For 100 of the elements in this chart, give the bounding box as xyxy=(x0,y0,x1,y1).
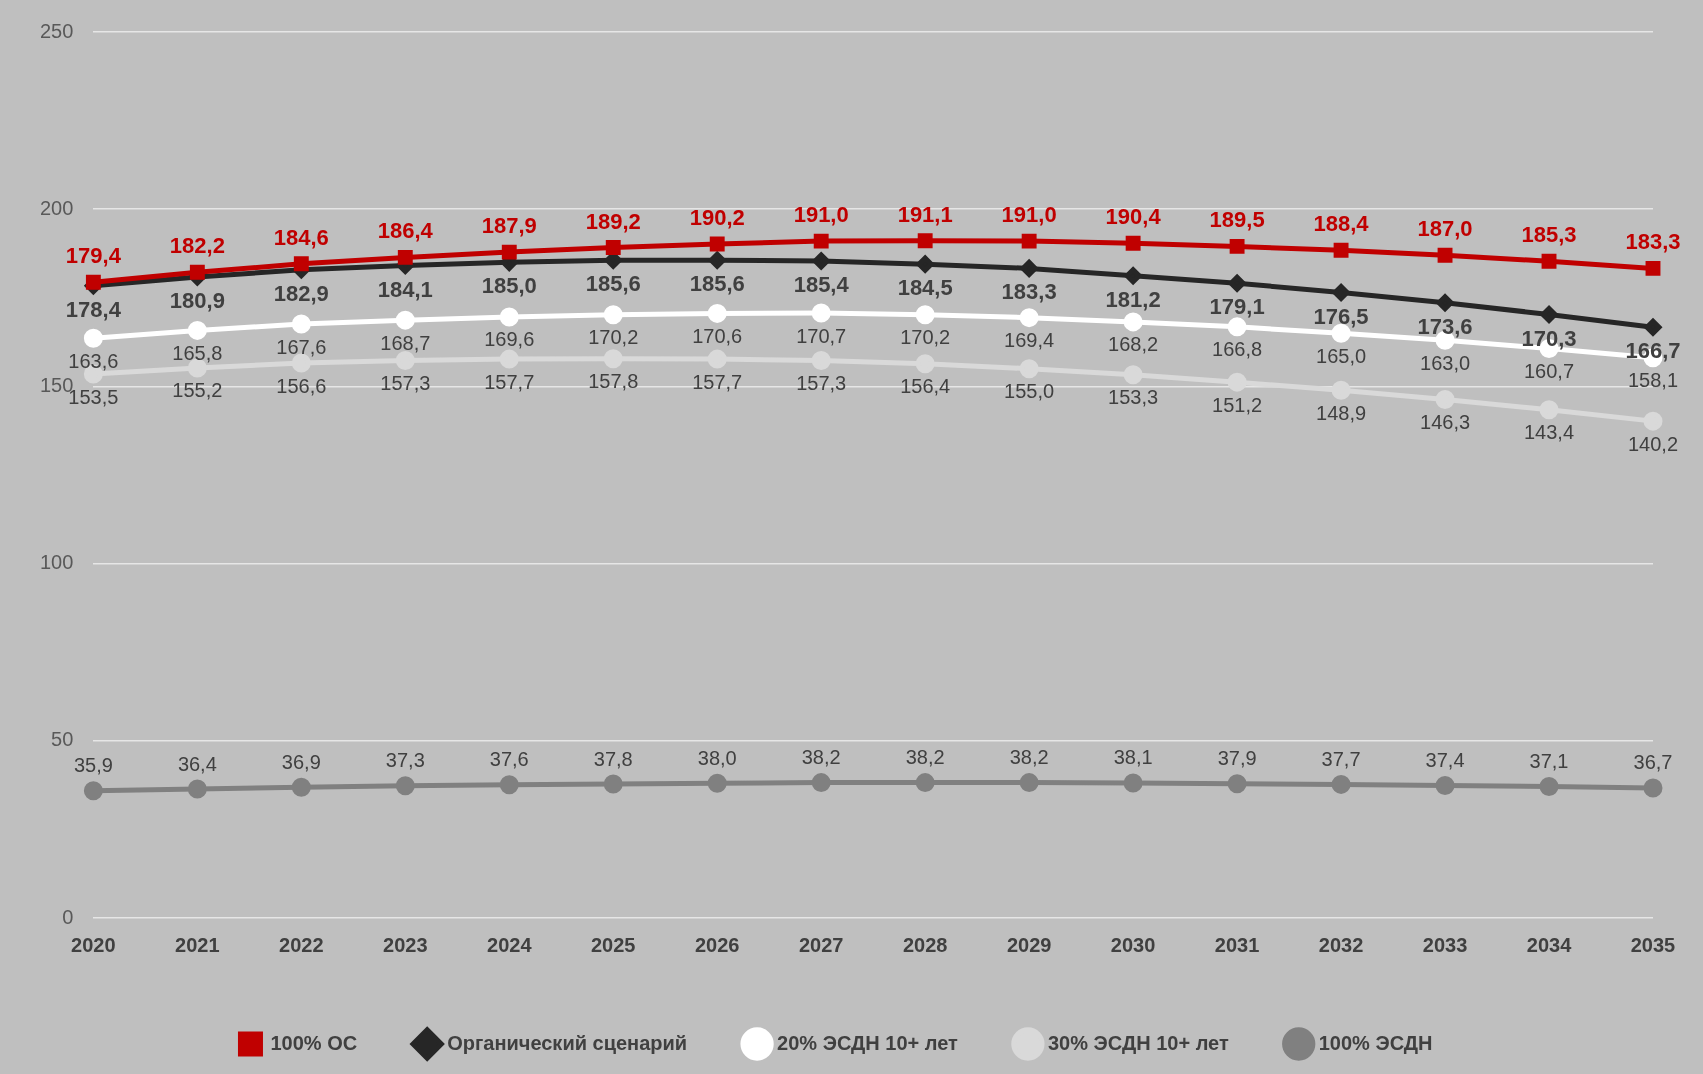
data-label: 187,9 xyxy=(481,213,537,239)
data-label: 166,7 xyxy=(1625,338,1681,364)
data-label: 184,1 xyxy=(377,276,433,302)
x-tick-label: 2026 xyxy=(694,933,740,956)
data-label: 186,4 xyxy=(377,218,434,244)
x-tick-label: 2022 xyxy=(279,933,324,956)
data-label: 182,9 xyxy=(273,280,329,306)
data-label: 176,5 xyxy=(1313,303,1369,329)
data-label: 157,3 xyxy=(380,372,431,395)
data-label: 38,2 xyxy=(1009,746,1049,769)
data-label: 170,2 xyxy=(900,326,951,349)
x-tick-label: 2025 xyxy=(591,933,636,956)
data-label: 156,4 xyxy=(900,375,951,398)
data-label: 185,6 xyxy=(689,271,745,297)
data-label: 170,2 xyxy=(588,326,639,349)
data-label: 38,1 xyxy=(1113,746,1153,769)
data-label: 181,2 xyxy=(1105,286,1161,312)
data-label: 190,2 xyxy=(689,204,745,230)
data-label: 155,2 xyxy=(172,379,223,402)
data-label: 148,9 xyxy=(1316,401,1367,424)
data-label: 185,3 xyxy=(1521,222,1577,248)
data-label: 191,0 xyxy=(1001,202,1057,228)
data-label: 37,3 xyxy=(385,749,425,772)
data-label: 179,1 xyxy=(1209,294,1265,320)
x-tick-label: 2028 xyxy=(902,933,948,956)
data-label: 167,6 xyxy=(276,335,327,358)
data-label: 37,4 xyxy=(1425,748,1465,771)
data-label: 173,6 xyxy=(1417,313,1473,339)
data-label: 157,7 xyxy=(692,370,743,393)
data-label: 165,0 xyxy=(1316,344,1367,367)
data-label: 185,4 xyxy=(793,272,850,297)
data-label: 183,3 xyxy=(1001,279,1057,305)
data-label: 189,2 xyxy=(585,208,641,234)
data-label: 170,3 xyxy=(1521,325,1577,351)
data-label: 178,4 xyxy=(65,296,122,322)
x-tick-label: 2033 xyxy=(1422,933,1468,956)
x-tick-label: 2035 xyxy=(1630,933,1676,956)
data-label: 169,4 xyxy=(1004,329,1055,352)
legend-label: 20% ЭСДН 10+ лет xyxy=(777,1031,959,1054)
data-label: 163,0 xyxy=(1420,351,1471,374)
x-tick-label: 2021 xyxy=(175,933,220,956)
y-tick-label: 100 xyxy=(39,551,74,574)
data-label: 35,9 xyxy=(73,754,113,777)
data-label: 168,7 xyxy=(380,331,431,354)
data-label: 166,8 xyxy=(1212,338,1263,361)
data-label: 37,9 xyxy=(1217,747,1257,770)
x-tick-label: 2024 xyxy=(487,933,533,956)
data-label: 185,0 xyxy=(481,273,537,299)
data-label: 36,9 xyxy=(281,750,321,773)
x-tick-label: 2023 xyxy=(383,933,428,956)
data-label: 157,3 xyxy=(796,372,847,395)
x-tick-label: 2027 xyxy=(798,933,844,956)
legend-label: 100% ЭСДН xyxy=(1318,1031,1433,1054)
data-label: 140,2 xyxy=(1627,432,1679,455)
y-tick-label: 50 xyxy=(51,728,74,751)
data-label: 187,0 xyxy=(1417,216,1473,242)
data-label: 183,3 xyxy=(1625,229,1681,255)
x-tick-label: 2032 xyxy=(1318,933,1364,956)
data-label: 170,6 xyxy=(692,324,743,347)
x-tick-label: 2031 xyxy=(1214,933,1260,956)
data-label: 191,1 xyxy=(897,201,953,227)
data-label: 157,7 xyxy=(484,370,535,393)
data-label: 38,2 xyxy=(905,746,945,769)
legend-label: 30% ЭСДН 10+ лет xyxy=(1047,1031,1229,1054)
data-label: 36,4 xyxy=(177,752,217,775)
data-label: 158,1 xyxy=(1627,369,1679,392)
data-label: 184,6 xyxy=(273,224,329,250)
data-label: 156,6 xyxy=(276,374,327,397)
data-label: 155,0 xyxy=(1004,380,1055,403)
data-label: 37,8 xyxy=(593,747,633,770)
data-label: 143,4 xyxy=(1523,421,1575,444)
y-tick-label: 200 xyxy=(39,196,74,219)
data-label: 38,0 xyxy=(697,746,737,769)
data-label: 170,7 xyxy=(796,324,847,347)
data-label: 165,8 xyxy=(172,341,223,364)
legend-label: Органический сценарий xyxy=(447,1031,688,1054)
data-label: 189,5 xyxy=(1209,207,1265,233)
data-label: 169,6 xyxy=(484,328,535,351)
data-label: 190,4 xyxy=(1105,204,1162,230)
data-label: 185,6 xyxy=(585,271,641,297)
data-label: 37,7 xyxy=(1321,747,1361,770)
x-tick-label: 2029 xyxy=(1006,933,1052,956)
data-label: 168,2 xyxy=(1108,333,1159,356)
data-label: 160,7 xyxy=(1523,359,1575,382)
data-label: 146,3 xyxy=(1420,411,1471,434)
data-label: 188,4 xyxy=(1313,211,1370,237)
data-label: 38,2 xyxy=(801,746,841,769)
data-label: 163,6 xyxy=(68,349,119,372)
y-tick-label: 0 xyxy=(62,905,74,928)
data-label: 179,4 xyxy=(65,243,122,269)
data-label: 182,2 xyxy=(169,233,225,259)
data-label: 37,1 xyxy=(1529,750,1569,773)
data-label: 36,7 xyxy=(1633,751,1673,774)
x-tick-label: 2034 xyxy=(1526,933,1573,956)
data-label: 153,3 xyxy=(1108,386,1159,409)
x-tick-label: 2030 xyxy=(1110,933,1156,956)
data-label: 157,8 xyxy=(588,370,639,393)
data-label: 180,9 xyxy=(169,287,225,313)
legend-label: 100% ОС xyxy=(270,1031,358,1054)
data-label: 37,6 xyxy=(489,748,529,771)
